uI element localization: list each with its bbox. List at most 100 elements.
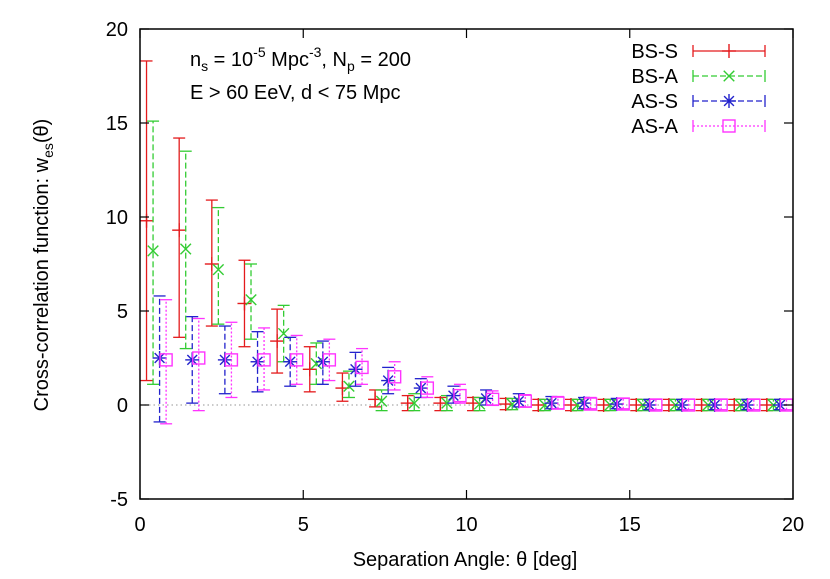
error-bar	[290, 334, 303, 385]
error-bar	[342, 370, 355, 399]
data-point	[661, 398, 676, 412]
error-bar	[349, 351, 362, 387]
x-tick-label: 20	[782, 514, 804, 536]
data-point	[649, 398, 663, 412]
y-tick-label: 5	[117, 301, 128, 323]
data-point	[204, 257, 219, 271]
data-point	[375, 395, 388, 407]
data-point	[400, 396, 415, 411]
y-tick-label: 0	[117, 395, 128, 417]
data-point	[212, 263, 225, 276]
data-point	[596, 398, 611, 412]
legend-item: AS-S	[631, 91, 766, 113]
legend-label: AS-A	[631, 116, 678, 138]
data-point	[727, 398, 742, 412]
error-bar	[258, 327, 271, 391]
legend-marker	[722, 119, 736, 133]
data-point	[139, 213, 154, 228]
data-point	[629, 398, 644, 412]
data-point	[192, 351, 206, 365]
data-point	[245, 293, 257, 306]
error-bar	[453, 383, 466, 404]
error-bar	[473, 396, 486, 412]
legend-marker	[722, 44, 736, 58]
error-bar	[160, 299, 173, 425]
error-bar	[218, 325, 231, 395]
series-bs-a	[147, 120, 780, 412]
legend-swatch	[692, 120, 766, 132]
data-point	[172, 223, 187, 238]
legend-item: BS-A	[631, 66, 766, 88]
legend-label: AS-S	[631, 91, 678, 113]
annotation-cuts: E > 60 EeV, d < 75 Mpc	[190, 82, 401, 104]
data-point	[237, 296, 252, 311]
error-bar	[147, 120, 160, 385]
y-tick-label: 20	[106, 19, 128, 41]
axis-ticks: 0 5 10 15 20 -5 0 5 10 15 20	[106, 19, 804, 536]
y-tick-label: 15	[106, 113, 128, 135]
series-as-a	[159, 299, 794, 425]
data-point	[616, 397, 630, 411]
data-point	[563, 398, 578, 412]
data-point	[302, 362, 317, 377]
series-layer	[139, 60, 794, 425]
error-bar	[212, 206, 225, 325]
error-bar	[173, 137, 186, 338]
data-point	[387, 370, 402, 384]
data-point	[714, 398, 728, 412]
data-point	[290, 353, 304, 367]
data-point	[179, 243, 192, 255]
error-bar	[225, 321, 238, 399]
y-tick-label: -5	[110, 489, 128, 511]
series-bs-s	[139, 60, 774, 412]
data-point	[147, 245, 159, 257]
error-bar	[245, 263, 258, 340]
data-point	[498, 397, 513, 412]
data-point	[343, 380, 355, 392]
error-bar	[192, 317, 205, 412]
data-point	[681, 398, 696, 412]
data-point	[531, 398, 546, 412]
data-point	[270, 334, 285, 349]
data-point	[257, 353, 271, 367]
x-tick-label: 15	[619, 514, 641, 536]
data-point	[441, 397, 453, 409]
data-point	[518, 394, 532, 408]
data-point	[322, 353, 337, 367]
data-point	[583, 397, 598, 411]
data-point	[747, 398, 761, 412]
annotation-params: ns = 10-5 Mpc-3, Np = 200	[190, 44, 411, 74]
error-bar	[408, 393, 421, 412]
data-point	[485, 392, 500, 407]
data-point	[420, 381, 435, 395]
legend-marker	[723, 70, 735, 82]
error-bar	[179, 150, 192, 350]
error-bar	[356, 347, 369, 385]
data-point	[759, 398, 774, 412]
error-bar	[421, 376, 434, 399]
y-axis-label: Cross-correlation function: wes(θ)	[31, 119, 56, 412]
error-bar	[153, 295, 166, 423]
error-bar	[388, 361, 401, 391]
error-bar	[186, 315, 199, 404]
legend-item: BS-S	[631, 41, 766, 63]
x-tick-label: 5	[298, 514, 309, 536]
data-point	[551, 396, 565, 410]
x-tick-label: 10	[455, 514, 477, 536]
legend-label: BS-A	[631, 66, 678, 88]
error-bar	[284, 336, 297, 387]
y-tick-label: 10	[106, 207, 128, 229]
legend: BS-S BS-A AS-S AS-A	[631, 41, 766, 138]
data-point	[408, 397, 421, 409]
data-point	[355, 360, 369, 375]
data-point	[694, 398, 709, 412]
x-tick-label: 0	[134, 514, 145, 536]
data-point	[453, 388, 467, 403]
data-point	[224, 353, 239, 367]
data-point	[159, 353, 173, 367]
data-point	[310, 357, 323, 370]
legend-item: AS-A	[631, 116, 766, 138]
x-axis-label: Separation Angle: θ [deg]	[353, 549, 578, 571]
legend-label: BS-S	[631, 41, 678, 63]
